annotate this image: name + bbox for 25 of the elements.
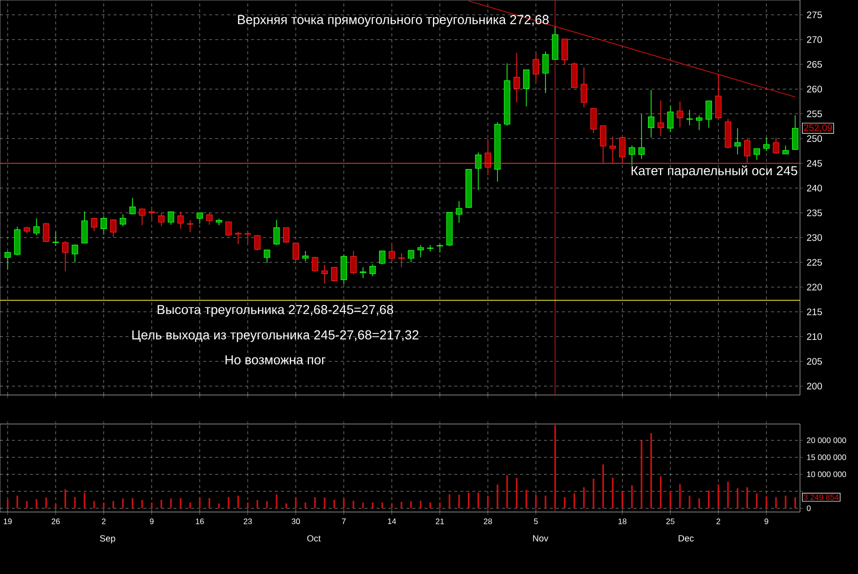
text: Oct <box>307 535 321 542</box>
annotation: Но возможна пог <box>226 355 326 364</box>
y-tick-label: 215 <box>807 308 822 316</box>
text: Nov <box>533 535 548 542</box>
y-tick-label: 210 <box>807 333 822 340</box>
y-tick-label: 245 <box>807 160 822 167</box>
annotation: Цель выхода из треугольника 245-27,68=217,32 <box>132 330 418 342</box>
y-tick-label: 240 <box>807 184 822 192</box>
y-tick-label: 255 <box>807 110 822 118</box>
y-tick-label: 270 <box>807 36 822 43</box>
y-tick-label: 230 <box>807 234 822 241</box>
y-tick-label: 235 <box>807 209 822 216</box>
y-tick-label: 205 <box>807 358 822 365</box>
y-tick-label: 250 <box>807 135 822 142</box>
y-tick-label: 260 <box>807 86 822 92</box>
ref-line-label: Катет паралельный оси 245 <box>632 166 798 178</box>
text: 252,09 <box>804 124 832 132</box>
y-tick-label: 225 <box>807 258 822 266</box>
y-tick-label: 275 <box>807 11 822 18</box>
text: Dec <box>678 535 694 542</box>
annotation: Высота треугольника 272,68-245=27,68 <box>158 304 394 317</box>
y-tick-label: 200 <box>807 382 822 390</box>
y-tick-label: 220 <box>807 284 822 290</box>
y-tick-label: 265 <box>807 60 822 68</box>
text: Sep <box>100 535 116 544</box>
